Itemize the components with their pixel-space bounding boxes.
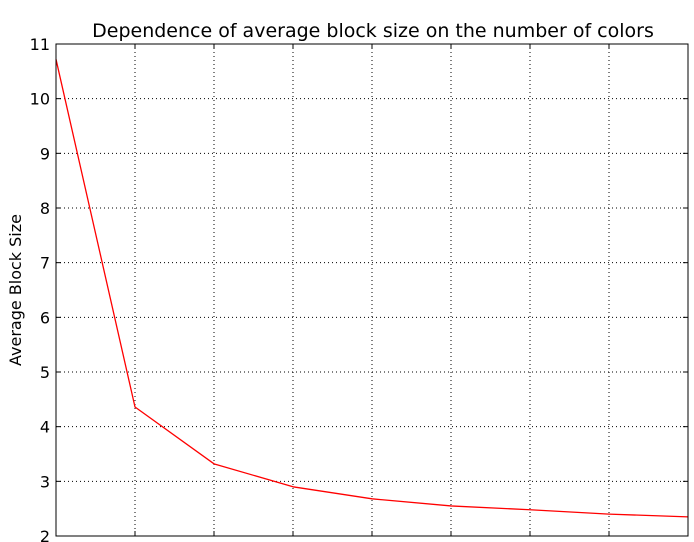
chart-title: Dependence of average block size on the … [92,20,654,42]
plot-frame [55,43,689,537]
y-tick-label: 6 [40,308,50,327]
y-axis-label: Average Block Size [6,214,25,366]
y-tick-label: 8 [40,199,50,218]
y-tick-label: 7 [40,254,50,273]
y-tick-label: 3 [40,472,50,491]
y-tick-label: 4 [40,418,50,437]
axis-ticks [56,43,688,537]
y-tick-label: 2 [40,527,50,542]
y-tick-labels: 2 3 4 5 6 7 8 9 10 11 [30,35,50,542]
y-tick-label: 11 [30,35,50,54]
y-tick-label: 10 [30,90,50,109]
grid [56,44,688,536]
y-tick-label: 9 [40,144,50,163]
y-tick-label: 5 [40,363,50,382]
